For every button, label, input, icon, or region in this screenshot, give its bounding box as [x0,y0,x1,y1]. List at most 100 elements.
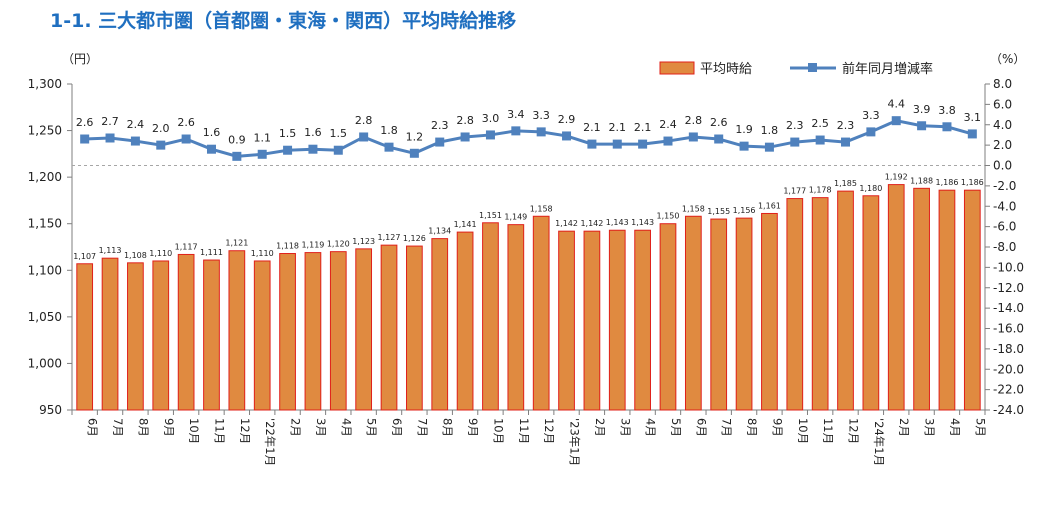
right-tick-label: -4.0 [993,199,1016,213]
bar-value-label: 1,110 [251,249,274,258]
rate-point [130,136,140,146]
legend-line-marker [808,63,817,72]
bar-value-label: 1,185 [834,179,857,188]
bar [963,189,981,411]
rate-point [866,127,876,137]
bar [329,251,347,411]
rate-value-label: 2.6 [177,116,195,129]
x-tick-label: 7月 [111,418,125,437]
bar-value-label: 1,142 [580,219,603,228]
rate-point [485,130,495,140]
x-tick-label: 6月 [390,418,404,437]
bar [101,257,119,411]
x-tick-label: 2月 [289,418,303,437]
axes: 950 1,000 1,050 1,100 1,150 1,200 1,250 1,300 8.… [28,52,1026,466]
bar [659,223,677,411]
x-tick-label: 10月 [491,418,505,444]
right-tick-label: -16.0 [993,322,1024,336]
bar-value-label: 1,150 [657,212,680,221]
rate-value-label: 2.7 [101,115,119,128]
bar [786,198,804,411]
rate-point [181,134,191,144]
right-tick-label: 6.0 [993,97,1012,111]
right-tick-label: -12.0 [993,281,1024,295]
bar-value-label: 1,177 [783,187,806,196]
right-tick-label: 8.0 [993,77,1012,91]
x-tick-label: 3月 [314,418,328,437]
right-tick-label: -24.0 [993,403,1024,417]
left-tick-label: 1,000 [28,356,62,370]
rate-value-label: 2.3 [837,119,855,132]
rate-point [283,145,293,155]
x-tick-label: 12月 [542,418,556,444]
left-tick-label: 1,300 [28,77,62,91]
bar-value-label: 1,110 [149,249,172,258]
x-tick-label: 4月 [644,418,658,437]
bar-value-label: 1,180 [859,184,882,193]
bar [304,252,322,411]
rate-value-label: 2.1 [634,121,652,134]
bar-value-label: 1,134 [428,227,451,236]
bar [177,253,195,411]
rate-value-label: 2.3 [431,119,449,132]
rate-point [942,122,952,132]
rate-value-label: 1.5 [330,127,348,140]
x-tick-label: 4月 [339,418,353,437]
rate-point [333,145,343,155]
bar-value-label: 1,143 [606,218,629,227]
x-tick-label: '22年1月 [263,418,277,466]
bar-value-label: 1,118 [276,242,299,251]
page-title: 1-1. 三大都市圏（首都圏・東海・関西）平均時給推移 [50,10,517,32]
rate-value-label: 2.0 [152,122,170,135]
right-tick-label: -20.0 [993,362,1024,376]
rate-value-label: 2.9 [558,113,576,126]
bar-value-label: 1,161 [758,201,781,210]
bar [431,238,449,411]
x-tick-label: 5月 [365,418,379,437]
right-tick-label: 0.0 [993,159,1012,173]
x-tick-label: 7月 [720,418,734,437]
x-tick-label: 8月 [136,418,150,437]
x-tick-label: 8月 [441,418,455,437]
bar-value-label: 1,186 [961,178,984,187]
rate-value-label: 3.1 [964,111,982,124]
rate-point [587,139,597,149]
bar [127,262,144,411]
bar [887,184,905,411]
legend-line-label: 前年同月増減率 [842,61,933,77]
rate-point [815,135,825,145]
rate-value-label: 2.8 [456,114,474,127]
rate-value-label: 2.5 [811,117,829,130]
bar-value-label: 1,156 [733,206,756,215]
rate-point [612,139,622,149]
bar-value-label: 1,143 [631,218,654,227]
rate-point [891,116,901,126]
bar-value-label: 1,123 [352,237,375,246]
rate-value-label: 1.8 [380,124,398,137]
right-tick-label: 4.0 [993,118,1012,132]
x-tick-label: 6月 [694,418,708,437]
rate-value-label: 1.6 [304,126,322,139]
bar [862,195,880,411]
bar-value-label: 1,178 [809,186,832,195]
bar-value-label: 1,141 [454,220,477,229]
rate-value-label: 1.8 [761,124,779,137]
bar-value-label: 1,186 [936,178,959,187]
bar [583,230,601,411]
rate-point [435,137,445,147]
left-tick-label: 1,150 [28,217,62,231]
rate-point [663,136,673,146]
bar [735,217,753,411]
bar-value-label: 1,111 [200,248,223,257]
rate-point [967,129,977,139]
rate-value-label: 3.4 [507,108,525,121]
rate-value-label: 2.4 [659,118,677,131]
right-tick-label: -22.0 [993,383,1024,397]
left-tick-label: 1,050 [28,310,62,324]
rate-point [688,132,698,142]
bar [253,260,271,411]
bar [482,222,499,411]
rate-value-label: 3.3 [532,109,550,122]
bar-value-label: 1,142 [555,219,578,228]
